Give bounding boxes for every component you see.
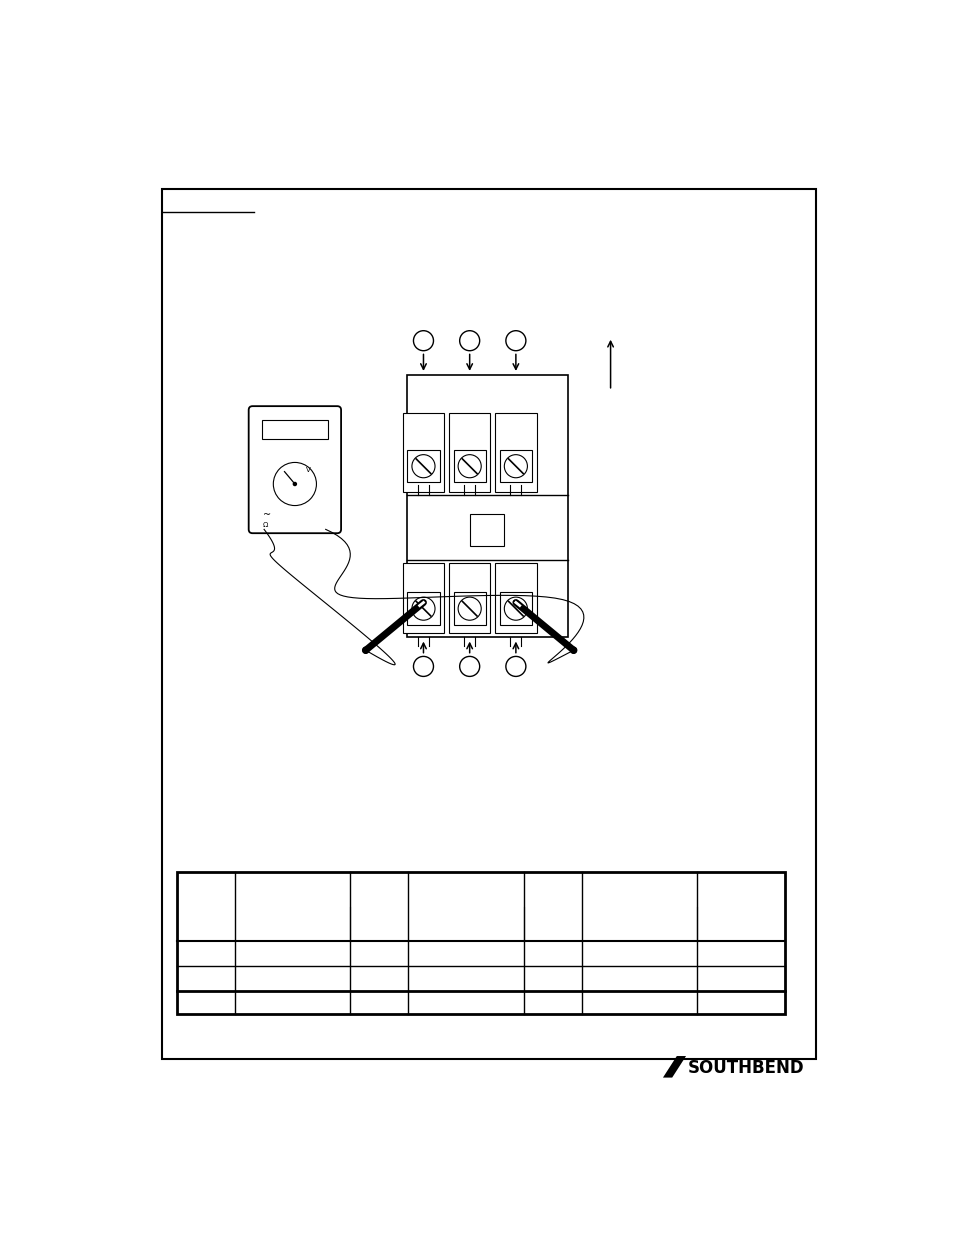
Bar (261, 420, 328, 440)
FancyBboxPatch shape (249, 406, 341, 534)
Polygon shape (662, 1056, 685, 1078)
Bar (449, 412, 490, 492)
Bar (470, 514, 504, 546)
Bar (499, 593, 532, 625)
Bar (161, 189, 816, 1060)
Text: SOUTHBEND: SOUTHBEND (687, 1060, 803, 1077)
Bar (453, 450, 485, 483)
Circle shape (570, 647, 577, 653)
Bar (453, 593, 485, 625)
Circle shape (504, 597, 527, 620)
Bar (495, 563, 537, 632)
Bar (407, 593, 439, 625)
Circle shape (362, 647, 369, 653)
Bar (177, 872, 784, 1014)
Circle shape (504, 454, 527, 478)
Bar (402, 412, 444, 492)
Bar (406, 375, 568, 637)
Text: Ω: Ω (262, 522, 268, 527)
Bar (499, 450, 532, 483)
Bar (407, 450, 439, 483)
Circle shape (412, 454, 435, 478)
Bar (495, 412, 537, 492)
Bar (449, 563, 490, 632)
Circle shape (293, 483, 296, 485)
Bar (402, 563, 444, 632)
Circle shape (457, 597, 480, 620)
Text: V: V (306, 467, 311, 473)
Text: ~: ~ (262, 510, 271, 520)
Circle shape (412, 597, 435, 620)
Circle shape (457, 454, 480, 478)
